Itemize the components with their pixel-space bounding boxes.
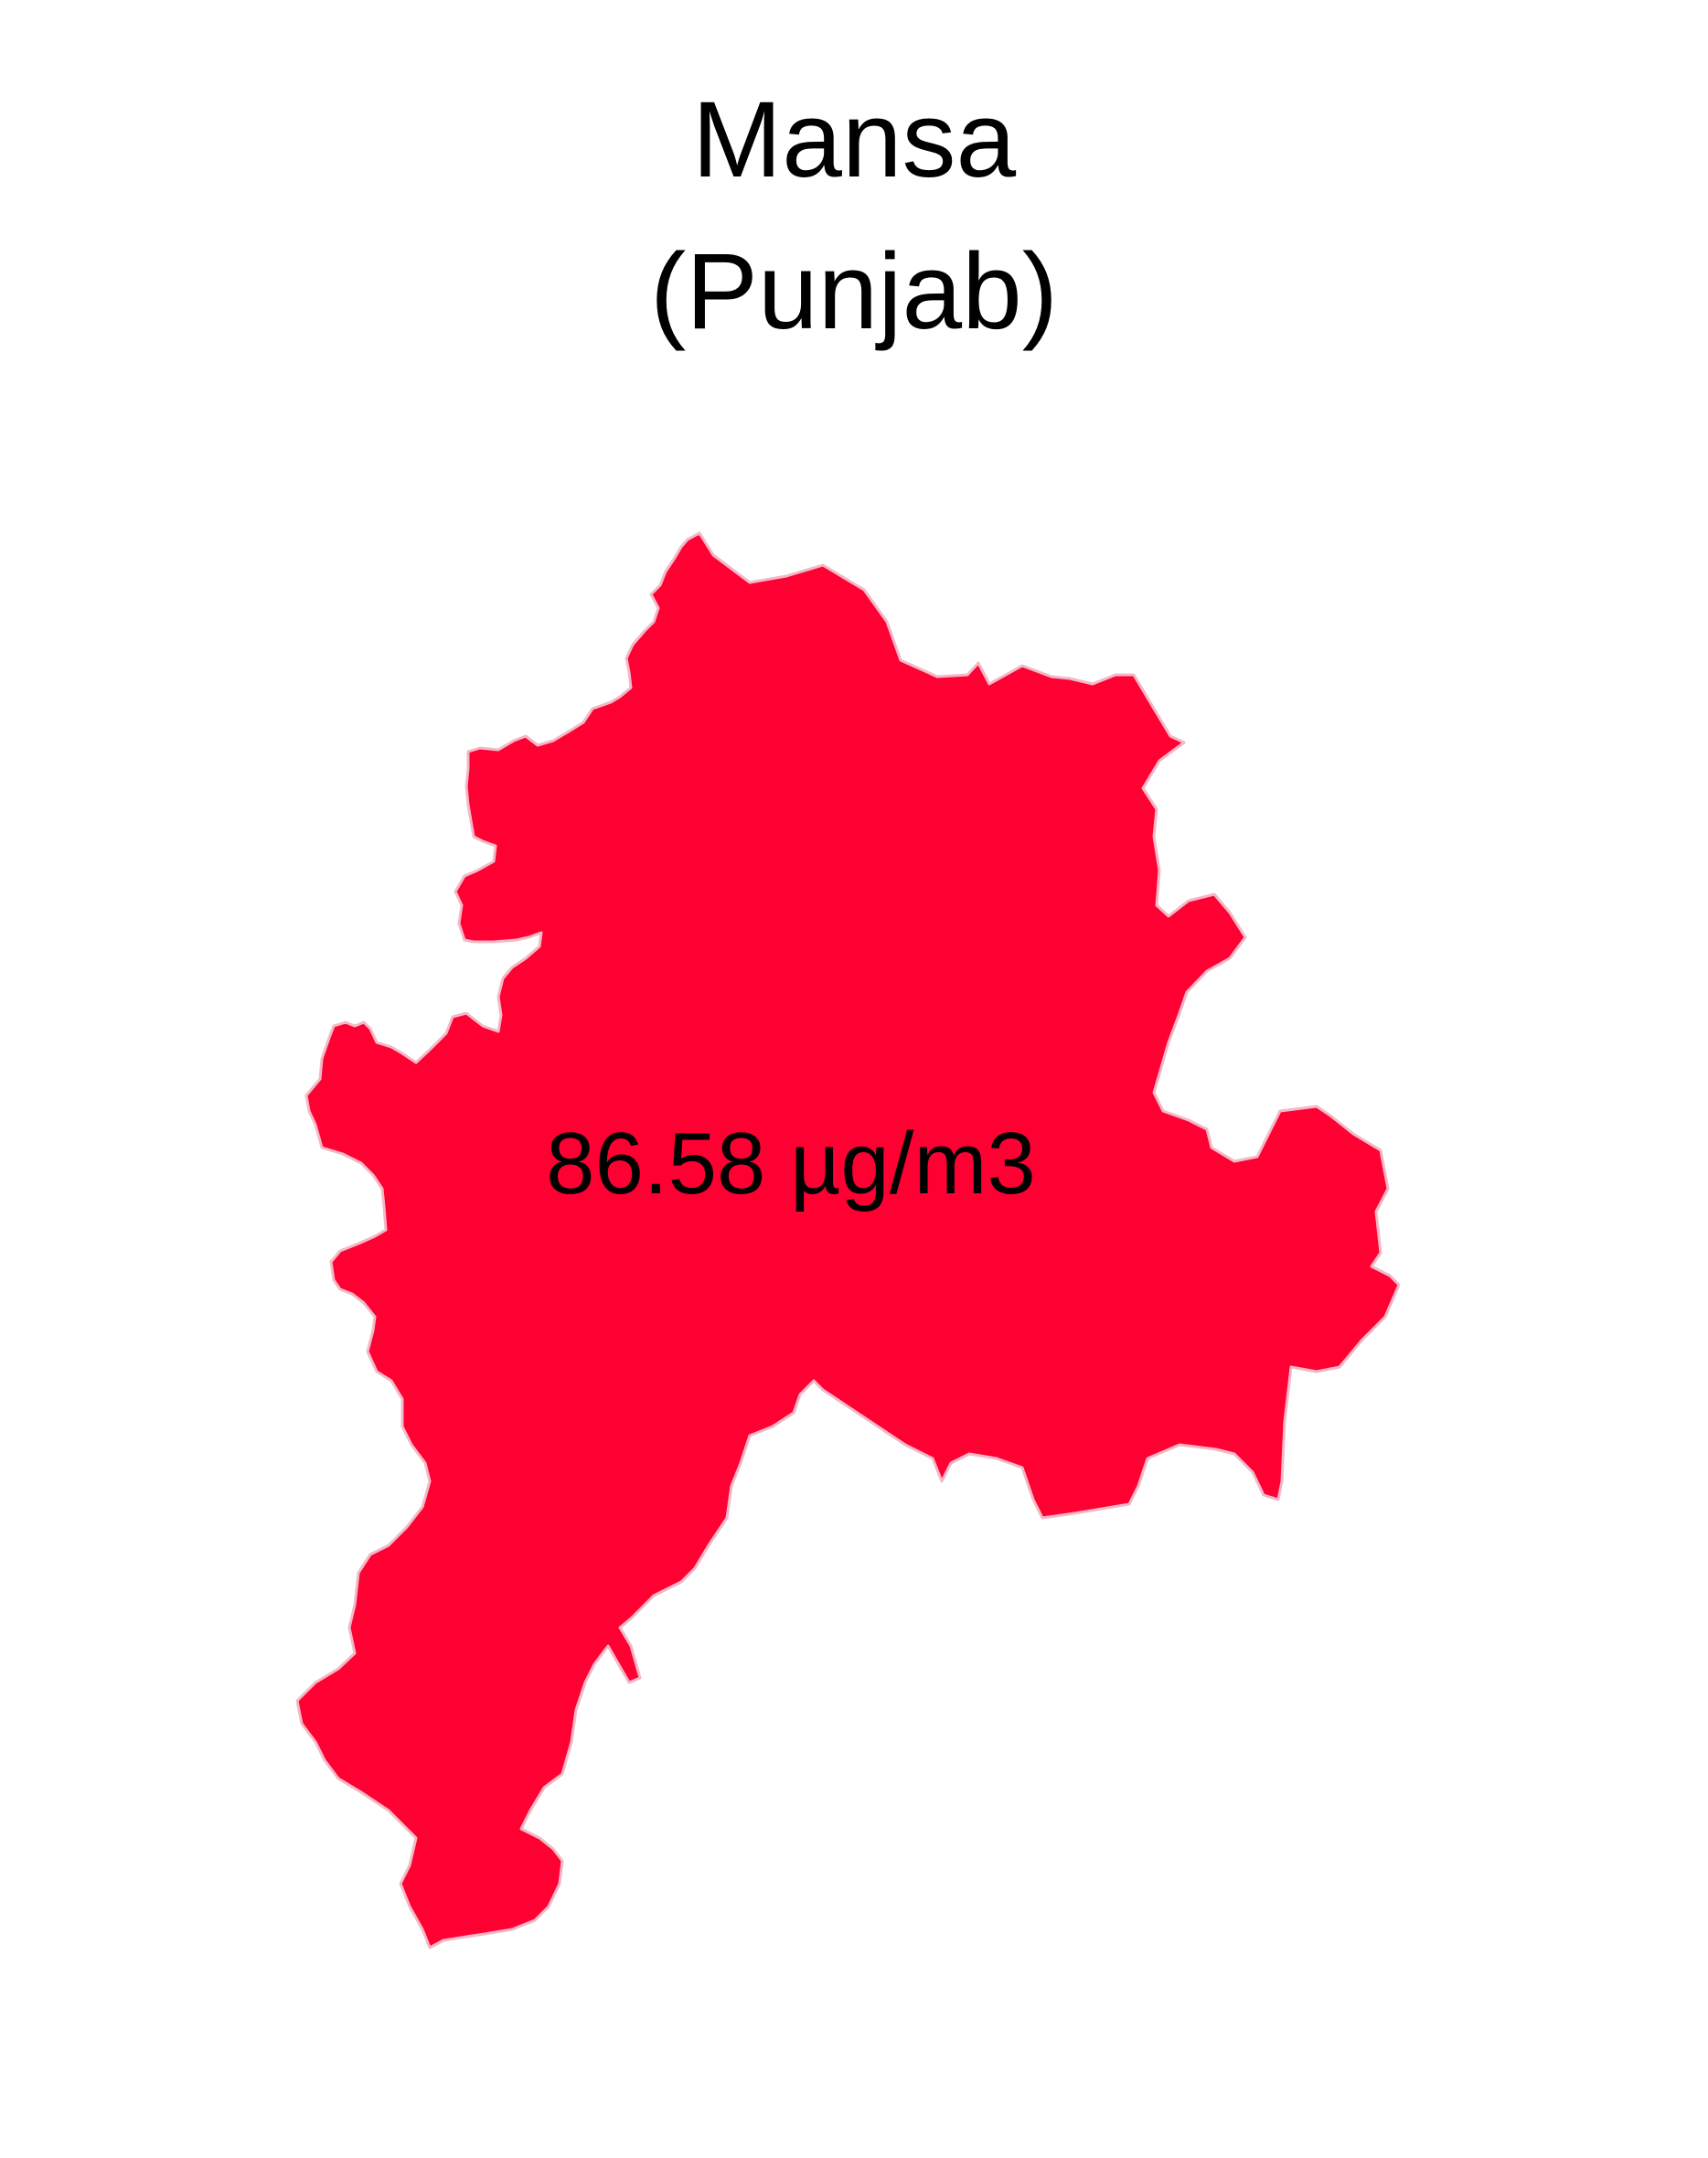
map-title: Mansa xyxy=(691,80,1017,200)
map-subtitle: (Punjab) xyxy=(649,231,1058,352)
district-region-mansa xyxy=(295,531,1401,1950)
map-title-block: Mansa (Punjab) xyxy=(0,64,1708,368)
region-value-label: 86.58 µg/m3 xyxy=(546,1115,1036,1213)
